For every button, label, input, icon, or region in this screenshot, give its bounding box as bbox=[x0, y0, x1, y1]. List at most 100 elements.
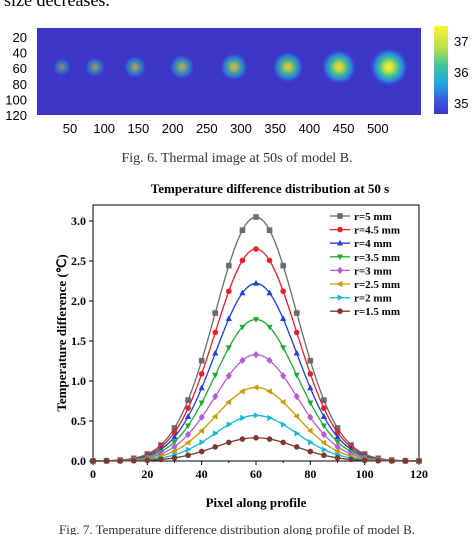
legend-marker bbox=[336, 254, 344, 261]
x-tick-label: 0 bbox=[90, 467, 96, 481]
fig7-caption: Fig. 7. Temperature difference distribut… bbox=[59, 522, 415, 535]
data-point bbox=[198, 448, 205, 455]
colorbar-ticks: 37 36 35 bbox=[454, 34, 468, 111]
data-point bbox=[212, 329, 219, 336]
colorbar: 37 36 35 bbox=[434, 26, 468, 114]
data-point bbox=[266, 257, 273, 264]
data-point bbox=[158, 456, 164, 463]
x-tick-label: 20 bbox=[141, 467, 153, 481]
thermal-x-ticks: 50 100 150 200 250 300 350 400 450 500 bbox=[63, 121, 389, 136]
data-point bbox=[185, 452, 191, 459]
data-point bbox=[306, 427, 313, 434]
data-point bbox=[239, 324, 246, 331]
data-point bbox=[226, 288, 232, 295]
data-point bbox=[225, 372, 232, 380]
data-point bbox=[307, 384, 314, 391]
data-point bbox=[280, 372, 287, 380]
data-point bbox=[280, 262, 286, 269]
thermal-spot bbox=[123, 55, 147, 79]
legend-marker bbox=[337, 226, 343, 233]
x-tick-label: 60 bbox=[250, 467, 262, 481]
data-point bbox=[416, 458, 422, 464]
data-point bbox=[266, 227, 273, 233]
colorbar-gradient bbox=[434, 26, 448, 114]
data-point bbox=[293, 413, 299, 420]
colorbar-tick: 35 bbox=[454, 96, 468, 111]
data-point bbox=[321, 397, 327, 403]
data-point bbox=[198, 427, 204, 434]
data-point bbox=[279, 398, 286, 406]
data-point bbox=[185, 423, 192, 430]
data-point bbox=[185, 430, 192, 439]
data-point bbox=[184, 439, 191, 446]
series-r-2.5-mm bbox=[89, 384, 422, 465]
data-point bbox=[307, 448, 314, 455]
data-point bbox=[280, 439, 286, 446]
legend-marker bbox=[337, 308, 343, 315]
legend-marker bbox=[336, 239, 344, 246]
legend-label: r=2.5 mm bbox=[354, 279, 400, 291]
thermal-spot bbox=[52, 57, 72, 77]
thermal-y-tick: 100 bbox=[5, 92, 27, 107]
thermal-x-tick: 500 bbox=[367, 121, 389, 136]
y-tick-label: 2.5 bbox=[71, 254, 86, 268]
data-point bbox=[320, 439, 327, 446]
data-point bbox=[266, 289, 273, 296]
data-point bbox=[226, 439, 232, 446]
thermal-spot bbox=[168, 53, 196, 81]
legend-label: r=4 mm bbox=[354, 238, 392, 250]
data-point bbox=[334, 447, 340, 455]
data-point bbox=[198, 400, 205, 407]
thermal-x-tick: 100 bbox=[93, 121, 115, 136]
legend-label: r=5 mm bbox=[354, 211, 392, 223]
data-point bbox=[267, 414, 273, 421]
data-point bbox=[252, 384, 259, 391]
data-point bbox=[334, 455, 341, 461]
data-point bbox=[185, 405, 191, 411]
data-point bbox=[334, 439, 341, 446]
thermal-x-tick: 50 bbox=[63, 121, 77, 136]
data-point bbox=[266, 324, 273, 331]
data-point bbox=[212, 349, 219, 356]
legend-label: r=4.5 mm bbox=[354, 225, 400, 237]
data-point bbox=[253, 246, 259, 252]
data-point bbox=[280, 315, 287, 322]
data-point bbox=[239, 227, 246, 233]
legend-label: r=2 mm bbox=[354, 293, 392, 305]
data-point bbox=[253, 214, 259, 220]
data-point bbox=[239, 289, 246, 296]
data-point bbox=[185, 413, 192, 419]
thermal-y-tick: 20 bbox=[13, 30, 27, 45]
data-point bbox=[240, 414, 246, 421]
data-point bbox=[321, 405, 327, 411]
thermal-y-tick: 40 bbox=[13, 46, 27, 61]
data-point bbox=[348, 456, 354, 463]
data-point bbox=[239, 436, 246, 442]
data-point bbox=[226, 421, 233, 428]
series-line bbox=[92, 353, 420, 462]
series-line bbox=[92, 386, 420, 462]
data-point bbox=[293, 329, 300, 336]
legend-label: r=3 mm bbox=[354, 265, 392, 277]
data-point bbox=[252, 350, 260, 359]
data-point bbox=[253, 412, 260, 419]
x-tick-label: 40 bbox=[196, 467, 208, 481]
data-point bbox=[266, 356, 273, 364]
x-axis-label: Pixel along profile bbox=[206, 495, 307, 510]
data-point bbox=[185, 397, 191, 403]
data-point bbox=[253, 435, 259, 441]
data-point bbox=[320, 413, 327, 419]
thermal-spot bbox=[369, 47, 409, 87]
data-point bbox=[199, 439, 206, 446]
y-tick-label: 0.5 bbox=[71, 414, 86, 428]
legend-marker bbox=[337, 213, 343, 219]
data-point bbox=[307, 357, 314, 364]
y-tick-label: 1.5 bbox=[71, 334, 86, 348]
x-tick-label: 120 bbox=[410, 467, 428, 481]
data-point bbox=[361, 457, 368, 464]
data-point bbox=[212, 444, 219, 450]
data-point bbox=[226, 262, 232, 269]
data-point bbox=[198, 384, 205, 391]
